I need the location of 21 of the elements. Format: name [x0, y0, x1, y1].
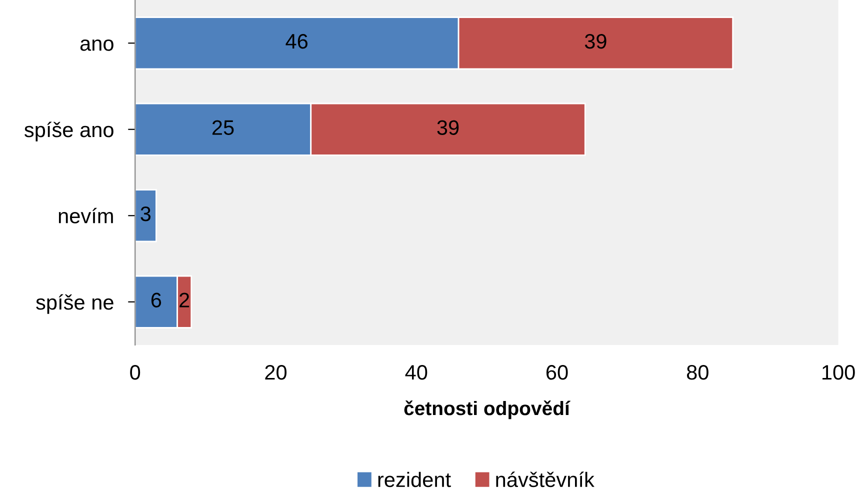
data-label: 3	[140, 206, 151, 222]
x-tick-label: 20	[265, 364, 287, 380]
legend-label: návštěvník	[496, 472, 594, 488]
data-label: 39	[437, 120, 459, 135]
x-tick-label: 80	[686, 364, 708, 380]
x-tick-label: 40	[405, 364, 428, 380]
data-label: 6	[151, 292, 162, 308]
y-tick-label: spíše ano	[24, 122, 114, 142]
bar	[135, 189, 157, 242]
y-tick-label: nevím	[58, 208, 113, 224]
y-tick-label: ano	[80, 39, 114, 51]
data-label: 2	[180, 292, 190, 308]
x-axis-title: četnosti odpovědí	[404, 400, 570, 420]
x-tick-label: 0	[130, 364, 140, 380]
data-label: 46	[286, 34, 308, 49]
y-tick-label: spíše ne	[36, 294, 114, 314]
legend-label: rezident	[378, 472, 451, 488]
x-tick-label: 60	[546, 364, 568, 380]
x-tick-label: 100	[822, 364, 855, 380]
data-label: 39	[584, 34, 606, 49]
data-label: 25	[212, 120, 234, 135]
